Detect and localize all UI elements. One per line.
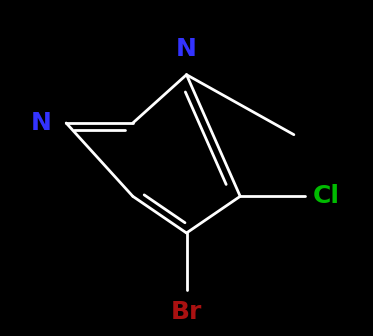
Text: N: N	[176, 37, 197, 61]
Text: Br: Br	[171, 300, 202, 324]
Text: N: N	[31, 111, 51, 135]
Text: Cl: Cl	[312, 184, 339, 208]
